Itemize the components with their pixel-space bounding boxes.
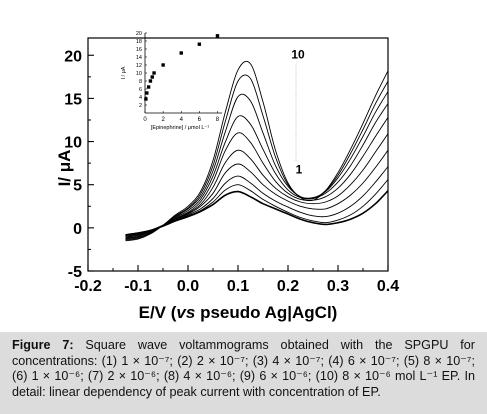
voltammogram-curve-1 <box>125 190 389 236</box>
inset-y-ticks: 2 4 6 8 10 12 14 16 18 20 <box>136 31 147 109</box>
x-tick-label: -0.2 <box>74 278 102 295</box>
x-tick-label: -0.1 <box>124 278 152 295</box>
caption-text: Square wave voltammograms obtained with … <box>12 338 475 399</box>
inset-data-point <box>144 97 148 101</box>
inset-points <box>144 34 220 101</box>
inset-y-tick-label: 16 <box>136 47 142 53</box>
caption-label: Figure 7: <box>12 338 74 352</box>
voltammogram-curve-10 <box>125 60 389 242</box>
inset-y-axis-label: I / μA <box>121 66 127 79</box>
inset-data-point <box>145 91 149 95</box>
inset-data-point <box>179 51 183 55</box>
x-tick-label: 0.3 <box>327 278 349 295</box>
inset-data-point <box>161 63 165 67</box>
main-y-axis-label: I/ μA <box>55 150 74 187</box>
y-tick-label: 15 <box>64 91 82 108</box>
inset-y-tick-label: 14 <box>136 55 142 61</box>
x-tick-label: 0.1 <box>227 278 249 295</box>
inset-x-tick-label: 0 <box>143 117 147 123</box>
inset-x-tick-label: 4 <box>180 117 184 123</box>
inset-data-point <box>197 42 202 46</box>
inset-data-point <box>146 85 151 89</box>
inset-y-tick-label: 8 <box>139 79 142 85</box>
voltammogram-curve-4 <box>125 149 389 237</box>
curve-number-label: 10 <box>291 48 305 62</box>
inset-data-point <box>215 34 220 38</box>
main-y-ticks: -5 0 5 10 15 20 <box>64 48 94 281</box>
x-tick-label: 0.4 <box>377 278 399 295</box>
inset-y-tick-label: 2 <box>139 103 142 109</box>
inset-data-point <box>152 71 156 75</box>
inset-y-tick-label: 18 <box>136 39 142 45</box>
inset-y-tick-label: 10 <box>136 71 142 77</box>
figure-caption: Figure 7: Square wave voltammograms obta… <box>0 332 487 414</box>
x-axis-label-prefix: E/V ( <box>139 303 177 322</box>
y-tick-label: -5 <box>68 264 82 281</box>
voltammogram-curve-8 <box>125 91 389 240</box>
main-curves <box>125 60 389 242</box>
main-annotations: 10 1 <box>291 48 305 177</box>
inset-x-tick-label: 8 <box>216 117 220 123</box>
main-x-ticks: -0.2 -0.1 0.0 0.1 0.2 0.3 0.4 <box>74 265 399 295</box>
inset-plot: 0 2 4 6 8 2 4 6 8 10 12 14 16 18 20 I / μA [Epinephri… <box>121 31 222 131</box>
inset-x-ticks: 0 2 4 6 8 <box>143 111 220 123</box>
x-axis-label-italic: vs <box>176 303 195 322</box>
inset-y-tick-label: 6 <box>139 87 142 93</box>
inset-x-axis-label: [Epinephrine] / μmol L⁻¹ <box>151 125 210 131</box>
inset-x-tick-label: 6 <box>198 117 202 123</box>
y-tick-label: 5 <box>73 178 82 195</box>
x-tick-label: 0.2 <box>277 278 299 295</box>
inset-y-tick-label: 12 <box>136 63 142 69</box>
x-tick-label: 0.0 <box>177 278 199 295</box>
voltammogram-curve-5 <box>125 133 389 237</box>
x-axis-label-suffix: pseudo Ag|AgCl) <box>195 303 337 322</box>
y-tick-label: 0 <box>73 221 82 238</box>
main-x-axis-label: E/V (vs pseudo Ag|AgCl) <box>139 303 338 322</box>
inset-y-tick-label: 4 <box>139 95 142 101</box>
y-tick-label: 10 <box>64 135 82 152</box>
inset-x-tick-label: 2 <box>161 117 165 123</box>
voltammogram-curve-7 <box>125 103 389 239</box>
inset-data-point <box>150 75 154 79</box>
inset-y-tick-label: 20 <box>136 31 142 37</box>
inset-data-point <box>148 79 153 83</box>
y-tick-label: 20 <box>64 48 82 65</box>
voltammogram-curve-9 <box>125 74 389 241</box>
curve-number-label: 1 <box>296 162 303 176</box>
